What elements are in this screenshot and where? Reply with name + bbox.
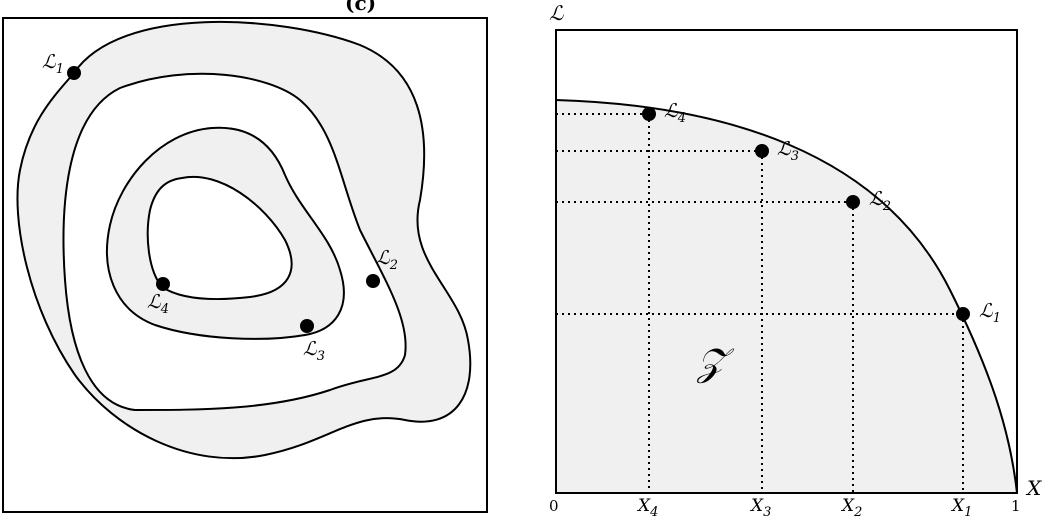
left-point-1 <box>67 66 81 80</box>
right-point-4 <box>642 107 656 121</box>
right-label-1: ℒ1 <box>979 300 1001 326</box>
left-point-4 <box>156 277 170 291</box>
right-point-2 <box>846 195 860 209</box>
frontier-curve <box>555 99 1018 494</box>
right-label-3: ℒ3 <box>777 138 799 164</box>
right-point-1 <box>956 307 970 321</box>
left-panel: (c) ℒ1 ℒ2 ℒ3 ℒ4 <box>2 0 488 513</box>
y-axis-label: ℒ <box>549 1 564 25</box>
right-label-2: ℒ2 <box>869 188 891 214</box>
x-axis-label: X <box>1025 476 1042 500</box>
guide-lines <box>556 113 964 493</box>
x-tick-1: X1 <box>950 496 972 520</box>
left-label-2: ℒ2 <box>376 247 398 273</box>
left-label-1: ℒ1 <box>42 51 64 77</box>
left-label-3: ℒ3 <box>303 338 325 364</box>
x-tick-4: X4 <box>636 496 658 520</box>
right-point-3 <box>755 144 769 158</box>
right-panel: ℒ1 ℒ2 ℒ3 ℒ4 ℒ X 𝒵 0 1 X4 X3 X2 X1 <box>549 1 1042 520</box>
x-tick-2: X2 <box>840 496 862 520</box>
contour-4 <box>146 175 293 301</box>
region-fill <box>556 100 1017 493</box>
x-tick-3: X3 <box>749 496 771 520</box>
x-end-label: 1 <box>1011 497 1021 515</box>
left-panel-title: (c) <box>345 0 376 15</box>
origin-label: 0 <box>549 497 559 515</box>
left-point-2 <box>366 274 380 288</box>
left-label-4: ℒ4 <box>147 291 169 317</box>
right-label-4: ℒ4 <box>664 100 686 126</box>
left-point-3 <box>300 319 314 333</box>
right-panel-frame <box>555 29 1018 494</box>
